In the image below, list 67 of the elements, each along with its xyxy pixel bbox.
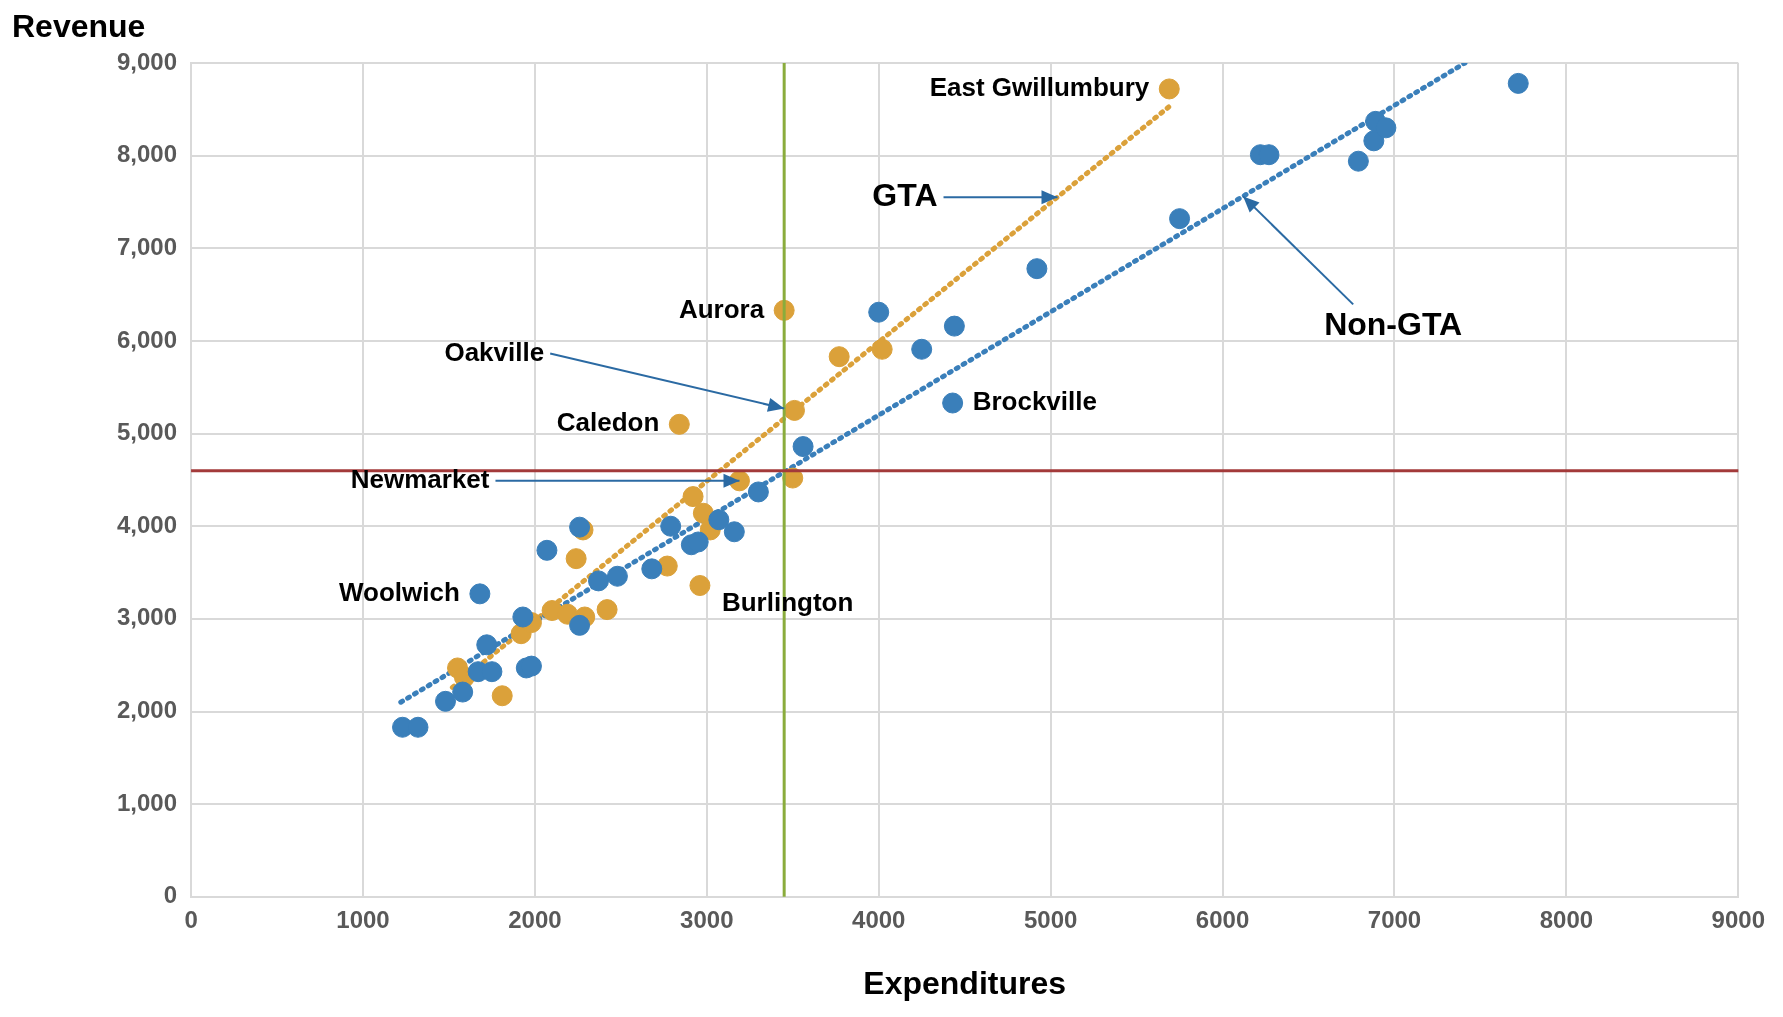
point <box>1169 208 1191 230</box>
x-tick-label: 2000 <box>508 905 562 933</box>
point <box>871 338 893 360</box>
point <box>1507 72 1529 94</box>
x-axis-title: Expenditures <box>863 964 1067 1001</box>
x-tick-label: 5000 <box>1023 905 1078 933</box>
point <box>569 614 591 636</box>
x-tick-label: 0 <box>184 905 198 933</box>
annotation: Woolwich <box>339 577 460 608</box>
point <box>943 315 965 337</box>
point <box>512 606 534 628</box>
point <box>452 681 474 703</box>
point <box>1026 258 1048 280</box>
point <box>469 583 491 605</box>
point <box>1375 117 1397 139</box>
y-tick-label: 8,000 <box>117 140 178 168</box>
point <box>747 481 769 503</box>
point <box>1363 130 1385 152</box>
point <box>868 301 890 323</box>
x-tick-label: 6000 <box>1195 905 1250 933</box>
point <box>708 509 730 531</box>
point <box>1347 150 1369 172</box>
y-tick-label: 0 <box>163 881 178 909</box>
point <box>1158 78 1180 100</box>
point <box>723 521 745 543</box>
point <box>783 399 805 421</box>
y-tick-label: 7,000 <box>117 232 178 260</box>
point <box>435 690 456 712</box>
annotation: Non-GTA <box>1324 306 1463 343</box>
x-tick-label: 4000 <box>852 905 906 933</box>
annotation: Caledon <box>556 407 660 438</box>
point <box>596 599 618 621</box>
x-tick-label: 3000 <box>680 905 734 933</box>
point <box>682 486 704 508</box>
point <box>689 575 711 597</box>
annotation: GTA <box>872 177 938 214</box>
y-tick-label: 2,000 <box>117 696 178 724</box>
point <box>407 716 429 738</box>
point <box>565 548 587 570</box>
y-tick-label: 9,000 <box>117 47 178 75</box>
point <box>588 570 609 592</box>
x-tick-label: 1000 <box>336 905 390 933</box>
point <box>942 392 964 414</box>
y-tick-label: 6,000 <box>117 325 178 353</box>
annotation: Oakville <box>444 336 545 367</box>
x-tick-label: 8000 <box>1539 905 1594 933</box>
annotation: Newmarket <box>350 464 490 494</box>
y-tick-label: 1,000 <box>117 788 178 816</box>
point <box>828 346 850 368</box>
y-tick-label: 5,000 <box>117 418 178 446</box>
annotation: Aurora <box>678 293 765 324</box>
point <box>476 634 498 656</box>
point <box>911 338 933 360</box>
x-tick-label: 7000 <box>1367 905 1422 933</box>
point <box>668 413 690 435</box>
y-tick-label: 3,000 <box>117 603 178 631</box>
y-tick-label: 4,000 <box>117 510 178 538</box>
point <box>792 436 814 458</box>
x-tick-label: 9000 <box>1711 905 1765 933</box>
point <box>660 515 682 537</box>
point <box>536 539 558 561</box>
y-axis-title: Revenue <box>12 8 146 45</box>
annotation: Brockville <box>972 386 1097 417</box>
point <box>491 685 513 707</box>
point <box>606 565 628 587</box>
annotation: East Gwillumbury <box>929 72 1150 103</box>
point <box>641 558 663 580</box>
